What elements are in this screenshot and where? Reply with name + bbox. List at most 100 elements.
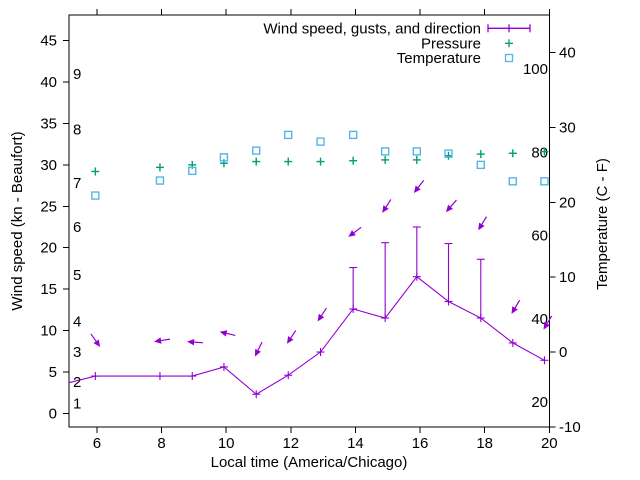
pressure-point [540, 147, 549, 156]
temperature-point [188, 166, 197, 176]
legend-sample-temperature [504, 53, 514, 63]
temperature-point [380, 147, 390, 156]
wind-direction-arrow [478, 216, 488, 231]
pressure-point [252, 157, 261, 166]
y1-tick-label: 0 [49, 405, 57, 422]
x-tick-label: 12 [282, 435, 299, 452]
temperature-point [252, 146, 261, 155]
wind-point [284, 371, 293, 380]
y2-tick-label: 20 [559, 194, 576, 211]
y1-tick-label: 45 [40, 33, 57, 50]
x-axis [96, 9, 550, 433]
fahrenheit-label: 40 [531, 311, 548, 328]
wind-direction-arrow [382, 199, 392, 213]
wind-direction-arrow [90, 333, 101, 348]
temperature-point [412, 147, 422, 156]
temperature-point [508, 177, 517, 186]
y1-tick-label: 10 [40, 322, 57, 339]
gust-bar [476, 258, 485, 319]
y1-tick-label: 20 [40, 240, 57, 257]
pressure-point [91, 167, 100, 176]
x-tick-label: 6 [93, 435, 101, 452]
gust-bar [444, 242, 453, 302]
beaufort-label: 5 [73, 267, 81, 284]
legend-sample-pressure [505, 39, 513, 48]
fahrenheit-label: 60 [531, 228, 548, 245]
temperature-point [219, 153, 229, 162]
wind-point [155, 372, 164, 381]
pressure-point [155, 163, 164, 172]
fahrenheit-label: 80 [531, 144, 548, 161]
temperature-point [444, 149, 453, 158]
x-tick-label: 18 [476, 435, 493, 452]
y1-axis-title: Wind speed (kn - Beaufort) [9, 131, 26, 310]
y1-axis [63, 40, 69, 414]
wind-arrows [90, 180, 553, 357]
beaufort-label: 9 [73, 66, 81, 83]
x-tick-label: 16 [412, 435, 429, 452]
y1-tick-label: 5 [49, 364, 57, 381]
wind-point [252, 390, 261, 399]
y2-axis-title: Temperature (C - F) [594, 158, 611, 290]
y1-tick-label: 15 [40, 281, 57, 298]
gust-bar [349, 267, 358, 309]
fahrenheit-label: 20 [531, 394, 548, 411]
beaufort-label: 1 [73, 395, 81, 412]
wind-direction-arrow [219, 330, 236, 337]
temperature-point [284, 130, 293, 140]
fahrenheit-label: 100 [523, 61, 548, 78]
x-tick-label: 20 [541, 435, 558, 452]
wind-point [219, 362, 228, 371]
beaufort-label: 8 [73, 121, 81, 138]
wind-direction-arrow [154, 337, 171, 344]
wind-direction-arrow [511, 299, 521, 314]
wind-direction-arrow [254, 341, 263, 357]
beaufort-label: 4 [73, 313, 81, 330]
y2-tick-label: 0 [559, 344, 567, 361]
y2-axis [549, 52, 556, 428]
x-tick-label: 8 [157, 435, 165, 452]
legend-label-wind: Wind speed, gusts, and direction [263, 20, 481, 37]
pressure-point [412, 155, 421, 164]
gust-bar [412, 226, 421, 277]
y1-tick-label: 25 [40, 198, 57, 215]
temperature-series [91, 130, 549, 200]
y1-tick-label: 30 [40, 157, 57, 174]
temperature-point [91, 191, 100, 200]
wind-direction-arrow [413, 180, 425, 194]
y1-tick-label: 40 [40, 74, 57, 91]
pressure-point [444, 151, 453, 160]
temperature-point [348, 130, 358, 140]
wind-direction-arrow [187, 338, 204, 346]
x-tick-label: 14 [347, 435, 364, 452]
wind-point [91, 372, 100, 381]
beaufort-label: 7 [73, 175, 81, 192]
pressure-point [381, 155, 390, 164]
wind-series [68, 226, 549, 399]
beaufort-label: 2 [73, 374, 81, 391]
y2-tick-label: 30 [559, 119, 576, 136]
wind-direction-arrow [348, 226, 362, 237]
legend-label-pressure: Pressure [421, 35, 481, 52]
pressure-point [284, 157, 293, 166]
x-axis-title: Local time (America/Chicago) [211, 454, 408, 471]
legend [487, 24, 531, 63]
wind-direction-arrow [445, 199, 457, 213]
y2-tick-label: 10 [559, 269, 576, 286]
y2-tick-label: 40 [559, 45, 576, 62]
plot-border [68, 14, 550, 428]
x-tick-label: 10 [218, 435, 235, 452]
wind-point [316, 348, 325, 357]
wind-point [508, 338, 517, 347]
beaufort-label: 6 [73, 219, 81, 236]
wind-line [68, 275, 545, 395]
wind-direction-arrow [543, 315, 553, 330]
legend-label-temperature: Temperature [397, 50, 481, 67]
pressure-point [476, 150, 485, 159]
gust-bar [381, 242, 390, 319]
temperature-point [476, 160, 486, 170]
temperature-point [540, 177, 549, 186]
wind-direction-arrow [286, 330, 297, 344]
